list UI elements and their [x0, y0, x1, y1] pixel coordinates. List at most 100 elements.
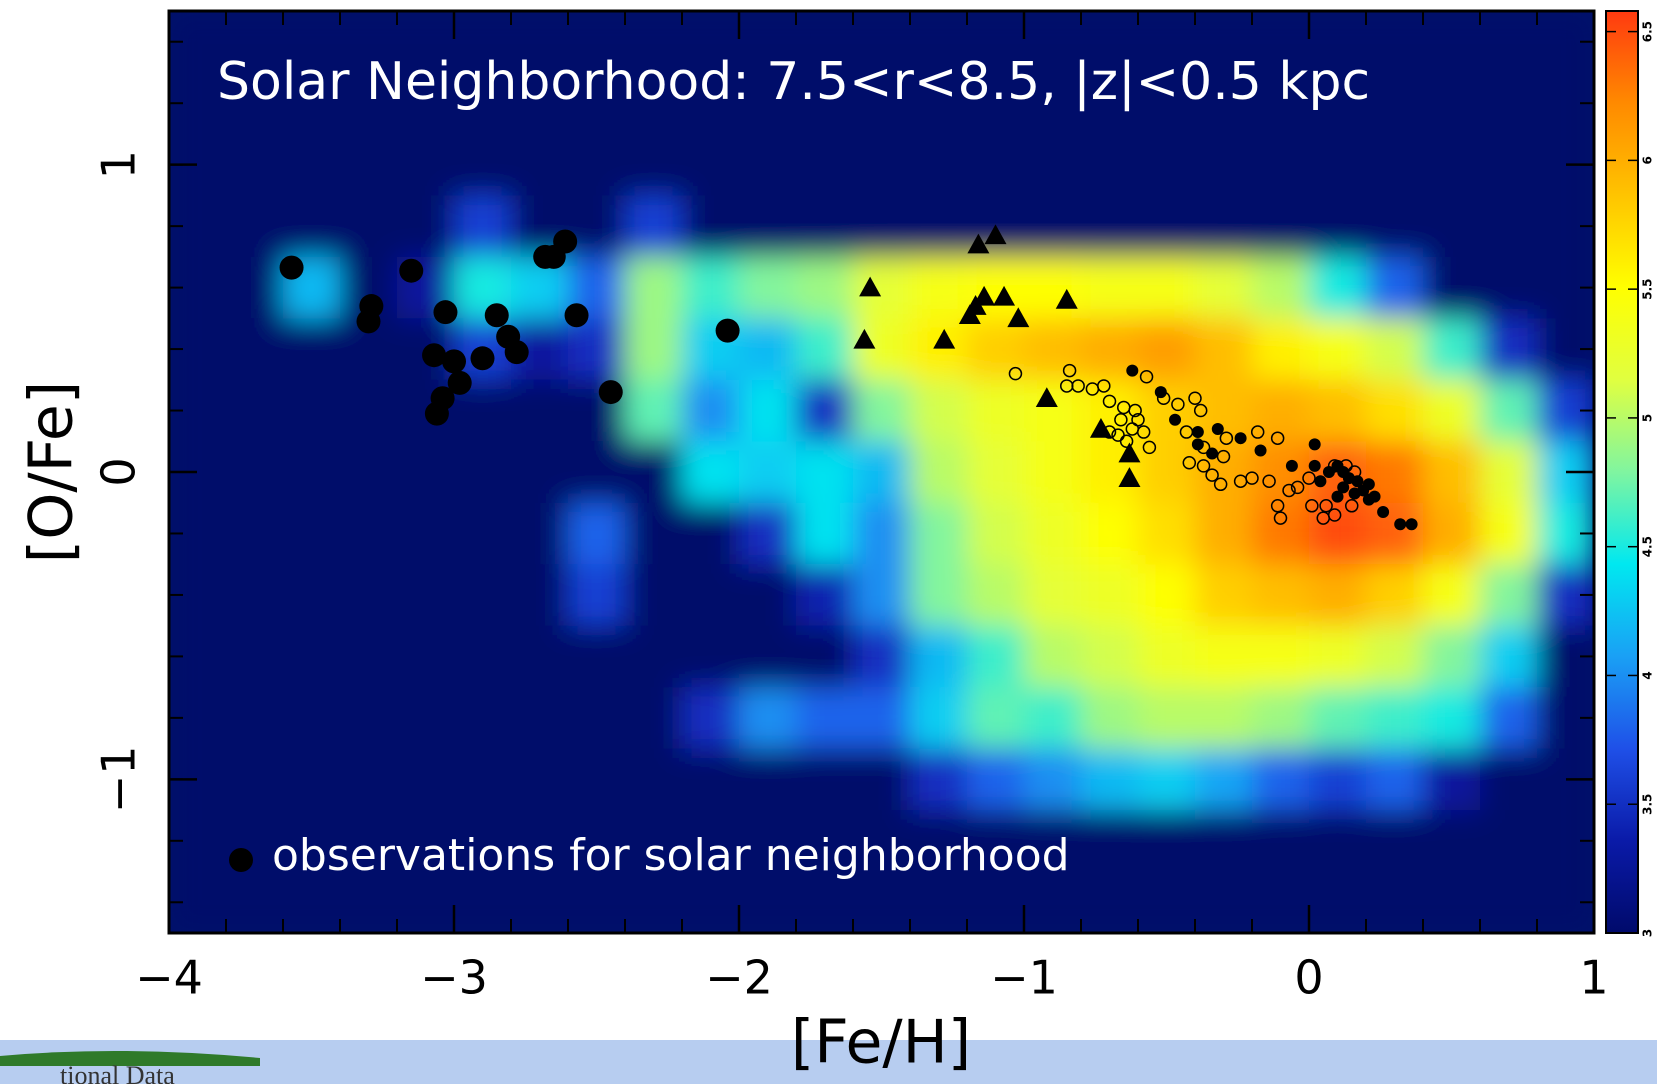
heat-cell — [1366, 257, 1424, 319]
colorbar-tick-label: 6.5 — [1641, 21, 1655, 42]
heat-cell — [1423, 134, 1481, 196]
heat-cell — [796, 749, 854, 811]
heat-cell — [1309, 749, 1367, 811]
heat-cell — [1366, 380, 1424, 442]
heat-cell — [1195, 257, 1253, 319]
heat-cell — [283, 503, 341, 565]
heat-cell — [397, 441, 455, 503]
heat-cell — [283, 441, 341, 503]
x-tick-label: −4 — [135, 951, 203, 1005]
heat-cell — [283, 134, 341, 196]
heat-cell — [1366, 872, 1424, 934]
heat-cell — [1309, 503, 1367, 565]
heat-cell — [1138, 749, 1196, 811]
heat-cell — [454, 687, 512, 749]
heat-cell — [340, 380, 398, 442]
heatmap — [169, 11, 1595, 934]
heat-cell — [1252, 626, 1310, 688]
circle-point — [471, 346, 495, 370]
circle-point — [1406, 518, 1418, 530]
heat-cell — [1423, 503, 1481, 565]
heat-cell — [796, 318, 854, 380]
heat-cell — [1480, 872, 1538, 934]
heat-cell — [1195, 134, 1253, 196]
heat-cell — [910, 749, 968, 811]
heat-cell — [226, 380, 284, 442]
heat-cell — [1366, 810, 1424, 872]
heat-cell — [1195, 195, 1253, 257]
circle-point — [357, 309, 381, 333]
heat-cell — [796, 195, 854, 257]
circle-point — [1369, 491, 1381, 503]
heat-cell — [1138, 872, 1196, 934]
heat-cell — [1309, 626, 1367, 688]
circle-point — [716, 319, 740, 343]
heat-cell — [226, 441, 284, 503]
heat-cell — [454, 134, 512, 196]
heat-cell — [1366, 564, 1424, 626]
heat-cell — [739, 749, 797, 811]
circle-point — [1314, 475, 1326, 487]
heat-cell — [568, 626, 626, 688]
heat-cell — [1024, 503, 1082, 565]
heat-cell — [226, 626, 284, 688]
circle-point — [485, 303, 509, 327]
heat-cell — [1024, 257, 1082, 319]
heat-cell — [682, 195, 740, 257]
heat-cell — [910, 195, 968, 257]
heat-cell — [853, 134, 911, 196]
heat-cell — [1081, 195, 1139, 257]
heat-cell — [910, 564, 968, 626]
heat-cell — [1309, 564, 1367, 626]
heat-cell — [1195, 810, 1253, 872]
heat-cell — [226, 195, 284, 257]
heat-cell — [625, 441, 683, 503]
heat-cell — [1138, 564, 1196, 626]
heat-cell — [1423, 257, 1481, 319]
heat-cell — [1480, 626, 1538, 688]
heat-cell — [454, 749, 512, 811]
heat-cell — [1423, 72, 1481, 134]
heat-cell — [1366, 626, 1424, 688]
heat-cell — [340, 441, 398, 503]
legend-label: observations for solar neighborhood — [272, 830, 1070, 881]
heat-cell — [1195, 687, 1253, 749]
x-tick-label: 0 — [1294, 951, 1323, 1005]
heat-cell — [853, 318, 911, 380]
heat-cell — [1024, 564, 1082, 626]
heat-cell — [796, 564, 854, 626]
heat-cell — [853, 503, 911, 565]
heat-cell — [1423, 687, 1481, 749]
circle-point — [553, 230, 577, 254]
heat-cell — [739, 380, 797, 442]
circle-point — [442, 349, 466, 373]
heat-cell — [910, 318, 968, 380]
heat-cell — [796, 380, 854, 442]
heat-cell — [226, 503, 284, 565]
heat-cell — [1309, 687, 1367, 749]
heat-cell — [625, 687, 683, 749]
heat-cell — [1252, 564, 1310, 626]
heat-cell — [1138, 257, 1196, 319]
heat-cell — [1480, 318, 1538, 380]
heat-cell — [1366, 687, 1424, 749]
heat-cell — [625, 380, 683, 442]
heat-cell — [682, 503, 740, 565]
heat-cell — [568, 503, 626, 565]
heat-cell — [397, 134, 455, 196]
heat-cell — [283, 318, 341, 380]
heat-cell — [1309, 872, 1367, 934]
circle-point — [1332, 491, 1344, 503]
heat-cell — [1138, 380, 1196, 442]
heat-cell — [967, 626, 1025, 688]
heat-cell — [1366, 134, 1424, 196]
y-tick-label: 1 — [92, 150, 146, 179]
heat-cell — [625, 626, 683, 688]
circle-point — [1235, 432, 1247, 444]
circle-point — [425, 402, 449, 426]
heat-cell — [226, 687, 284, 749]
heat-cell — [1138, 134, 1196, 196]
heat-cell — [796, 626, 854, 688]
heat-cell — [796, 257, 854, 319]
heat-cell — [739, 503, 797, 565]
